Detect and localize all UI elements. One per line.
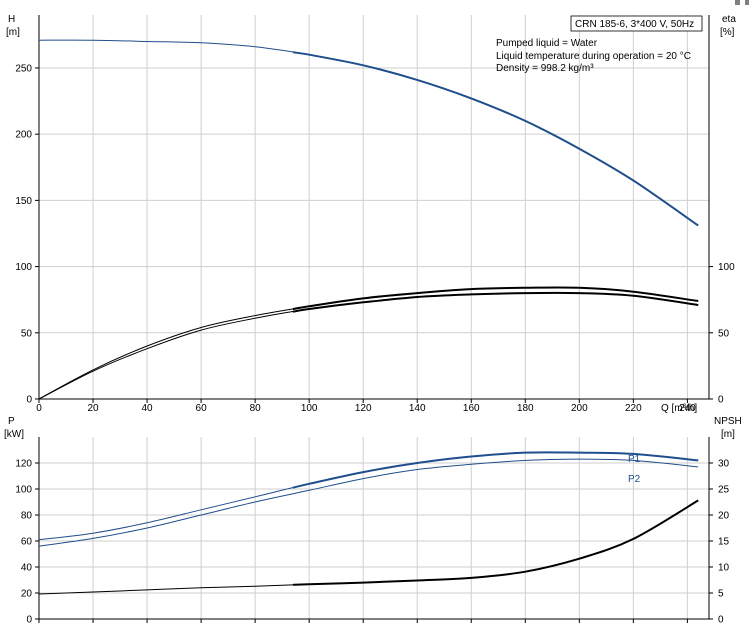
top-right-tick-label: 50 (718, 328, 730, 339)
top-left-tick-label: 250 (15, 63, 32, 74)
bottom-right-tick-label: 15 (718, 537, 730, 548)
series-eta-upper-operating (292, 286, 699, 311)
top-right-axis-unit: [%] (720, 27, 735, 38)
x-axis-label: Q [m³/h] (661, 403, 697, 414)
bottom-right-axis-label: NPSH (714, 416, 742, 427)
series-npsh-operating (292, 499, 699, 586)
bottom-right-tick-label: 20 (718, 511, 730, 522)
series-h-operating (292, 51, 699, 227)
bottom-left-tick-label: 80 (21, 511, 33, 522)
x-tick-label: 140 (409, 403, 426, 414)
bottom-left-tick-label: 0 (26, 615, 32, 626)
top-right-axis-label: eta (722, 14, 736, 25)
corner-marks (735, 0, 749, 5)
corner-square-mark (735, 0, 740, 5)
bottom-left-axis-unit: [kW] (4, 429, 24, 440)
bottom-left-axis-label: P (8, 416, 15, 427)
x-tick-label: 240 (679, 403, 696, 414)
bottom-right-tick-label: 25 (718, 485, 730, 496)
series-eta-upper-thin (38, 286, 699, 400)
bottom-right-axis-unit: [m] (721, 429, 735, 440)
bottom-left-tick-label: 100 (15, 485, 32, 496)
bottom-right-tick-label: 0 (718, 615, 724, 626)
bottom-left-tick-label: 40 (21, 563, 33, 574)
top-left-tick-label: 50 (21, 328, 33, 339)
bottom-left-tick-label: 20 (21, 589, 33, 600)
pump-title: CRN 185-6, 3*400 V, 50Hz (575, 19, 694, 30)
annotation-liquid-temperature: Liquid temperature during operation = 20… (496, 51, 691, 62)
top-left-tick-label: 200 (15, 130, 32, 141)
x-tick-label: 20 (87, 403, 99, 414)
x-tick-label: 0 (36, 403, 42, 414)
top-left-axis-label: H (8, 14, 15, 25)
top-left-tick-label: 100 (15, 262, 32, 273)
bottom-right-tick-label: 10 (718, 563, 730, 574)
axes-layer (38, 15, 710, 620)
series-label-p2: P2 (628, 474, 641, 485)
x-tick-label: 200 (571, 403, 588, 414)
grid-layer (39, 15, 709, 619)
bottom-left-tick-label: 60 (21, 537, 33, 548)
series-label-p1: P1 (628, 454, 641, 465)
top-left-tick-label: 0 (26, 395, 32, 406)
x-tick-label: 80 (250, 403, 262, 414)
annotation-pumped-liquid: Pumped liquid = Water (496, 38, 598, 49)
top-right-tick-label: 0 (718, 395, 724, 406)
series-npsh-thin (38, 499, 699, 595)
top-left-tick-label: 150 (15, 196, 32, 207)
x-tick-label: 160 (463, 403, 480, 414)
x-tick-label: 40 (142, 403, 154, 414)
series-eta-lower-thin (38, 292, 699, 400)
series-p2-thin (38, 458, 699, 547)
top-left-axis-unit: [m] (6, 27, 20, 38)
series-p1-thin (38, 451, 699, 541)
bottom-right-tick-label: 5 (718, 589, 724, 600)
bottom-right-tick-label: 30 (718, 459, 730, 470)
x-tick-label: 220 (625, 403, 642, 414)
series-p1-operating (292, 451, 699, 489)
x-tick-label: 180 (517, 403, 534, 414)
series-eta-lower-operating (292, 291, 699, 313)
pump-title-box (570, 15, 703, 32)
x-tick-label: 120 (355, 403, 372, 414)
series-layer (38, 39, 699, 595)
top-right-tick-label: 100 (718, 262, 735, 273)
bottom-left-tick-label: 120 (15, 459, 32, 470)
annotation-density: Density = 998.2 kg/m³ (496, 63, 594, 74)
x-tick-label: 60 (196, 403, 208, 414)
corner-dash-mark (745, 0, 749, 5)
x-tick-label: 100 (301, 403, 318, 414)
